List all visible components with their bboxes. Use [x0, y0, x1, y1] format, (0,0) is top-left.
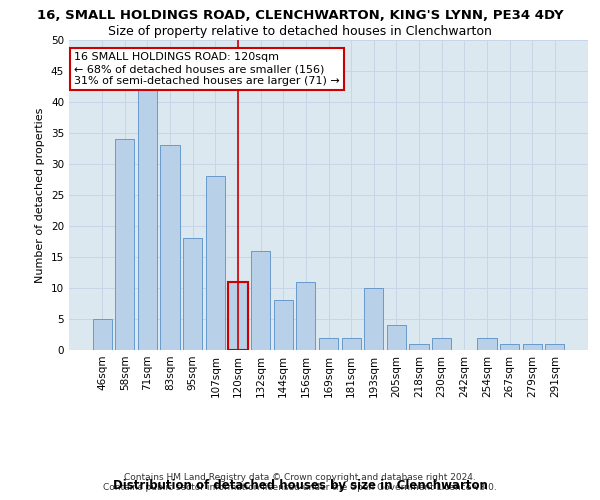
Bar	[296, 282, 316, 350]
Text: 16, SMALL HOLDINGS ROAD, CLENCHWARTON, KING'S LYNN, PE34 4DY: 16, SMALL HOLDINGS ROAD, CLENCHWARTON, K…	[37, 9, 563, 22]
Bar	[206, 176, 225, 350]
Bar	[92, 319, 112, 350]
Bar	[523, 344, 542, 350]
Bar	[115, 139, 134, 350]
Bar	[364, 288, 383, 350]
Bar	[319, 338, 338, 350]
Text: Distribution of detached houses by size in Clenchwarton: Distribution of detached houses by size …	[113, 480, 487, 492]
Bar	[183, 238, 202, 350]
Bar	[274, 300, 293, 350]
Bar	[387, 325, 406, 350]
Bar	[432, 338, 451, 350]
Bar	[229, 282, 248, 350]
Bar	[251, 251, 270, 350]
Bar	[545, 344, 565, 350]
Bar	[341, 338, 361, 350]
Bar	[138, 84, 157, 350]
Text: Contains HM Land Registry data © Crown copyright and database right 2024.
Contai: Contains HM Land Registry data © Crown c…	[103, 472, 497, 492]
Y-axis label: Number of detached properties: Number of detached properties	[35, 108, 46, 282]
Bar	[160, 146, 180, 350]
Bar	[409, 344, 428, 350]
Bar	[500, 344, 519, 350]
Text: Size of property relative to detached houses in Clenchwarton: Size of property relative to detached ho…	[108, 25, 492, 38]
Bar	[477, 338, 497, 350]
Text: 16 SMALL HOLDINGS ROAD: 120sqm
← 68% of detached houses are smaller (156)
31% of: 16 SMALL HOLDINGS ROAD: 120sqm ← 68% of …	[74, 52, 340, 86]
